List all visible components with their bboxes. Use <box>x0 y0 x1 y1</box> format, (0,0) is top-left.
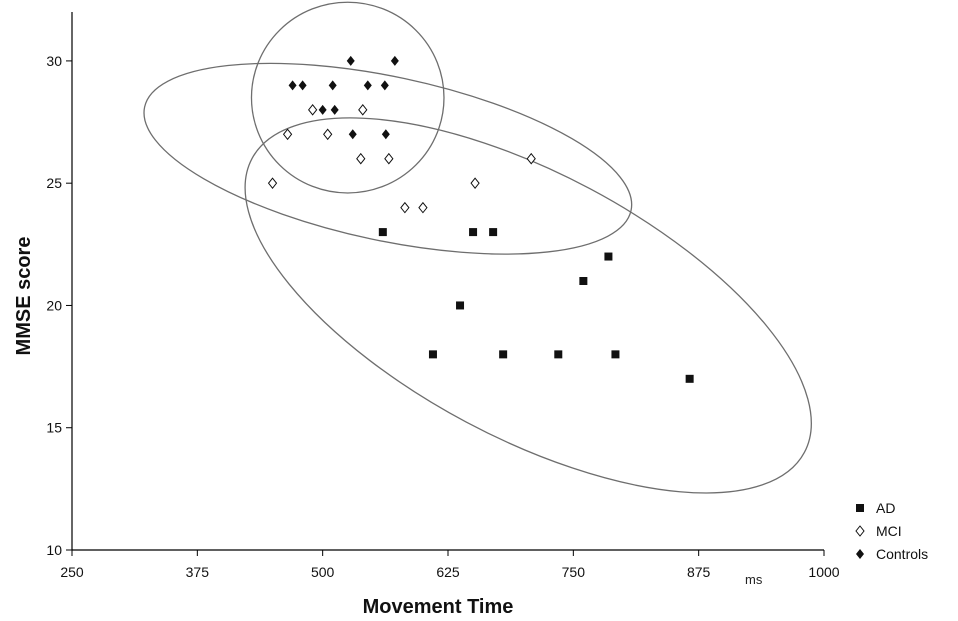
point-mci <box>267 177 278 189</box>
y-tick-label: 25 <box>46 175 62 191</box>
legend-label-ad: AD <box>876 500 895 516</box>
legend-marker-mci <box>855 525 865 537</box>
point-controls <box>380 80 389 91</box>
x-tick-label: 750 <box>562 564 586 580</box>
ellipse-controls <box>250 1 445 194</box>
point-controls <box>381 129 390 140</box>
point-mci <box>356 152 366 165</box>
x-axis-unit: ms <box>745 572 763 587</box>
legend-marker-ad <box>856 504 864 512</box>
point-ad <box>604 252 613 261</box>
point-controls <box>390 55 399 66</box>
point-controls <box>346 55 355 66</box>
legend: AD MCI Controls <box>855 500 928 562</box>
x-tick-label: 625 <box>436 564 460 580</box>
point-mci <box>526 152 536 165</box>
point-ad <box>469 228 478 237</box>
point-mci <box>358 104 368 116</box>
data-points <box>267 55 694 383</box>
legend-marker-controls <box>856 549 864 559</box>
point-mci <box>384 152 394 165</box>
point-mci <box>307 104 318 116</box>
point-mci <box>323 128 333 141</box>
point-ad <box>456 301 465 310</box>
point-controls <box>363 80 372 91</box>
point-controls <box>288 80 297 91</box>
x-axis-title: Movement Time <box>363 596 514 618</box>
point-ad <box>554 350 563 359</box>
y-tick-label: 15 <box>46 420 62 436</box>
x-tick-label: 875 <box>687 564 711 580</box>
legend-label-controls: Controls <box>876 546 928 562</box>
point-ad <box>611 350 620 359</box>
y-tick-label: 30 <box>46 53 62 69</box>
point-mci <box>282 128 293 141</box>
point-controls <box>330 104 339 115</box>
point-controls <box>328 80 337 91</box>
y-tick-label: 10 <box>46 542 62 558</box>
ellipse-mci <box>143 62 633 255</box>
legend-label-mci: MCI <box>876 523 902 539</box>
x-tick-label: 1000 <box>808 564 839 580</box>
point-mci <box>400 201 410 214</box>
confidence-ellipses <box>143 1 812 494</box>
y-tick-label: 20 <box>46 297 62 313</box>
point-controls <box>318 104 327 115</box>
point-ad <box>499 350 508 359</box>
point-mci <box>470 177 480 189</box>
point-ad <box>378 228 387 237</box>
x-tick-label: 250 <box>60 564 84 580</box>
point-ad <box>489 228 498 237</box>
y-ticks: 10 15 20 25 30 <box>46 53 72 558</box>
axes <box>71 12 824 551</box>
point-controls <box>298 80 307 91</box>
point-ad <box>428 350 437 359</box>
point-ad <box>685 374 694 383</box>
point-controls <box>348 129 357 140</box>
ellipse-ad <box>244 117 812 494</box>
x-tick-label: 375 <box>186 564 210 580</box>
x-ticks: 250 375 500 625 750 875 1000 <box>60 550 840 580</box>
point-ad <box>579 277 588 285</box>
y-axis-title: MMSE score <box>13 237 35 356</box>
point-mci <box>418 201 428 214</box>
x-tick-label: 500 <box>311 564 335 580</box>
